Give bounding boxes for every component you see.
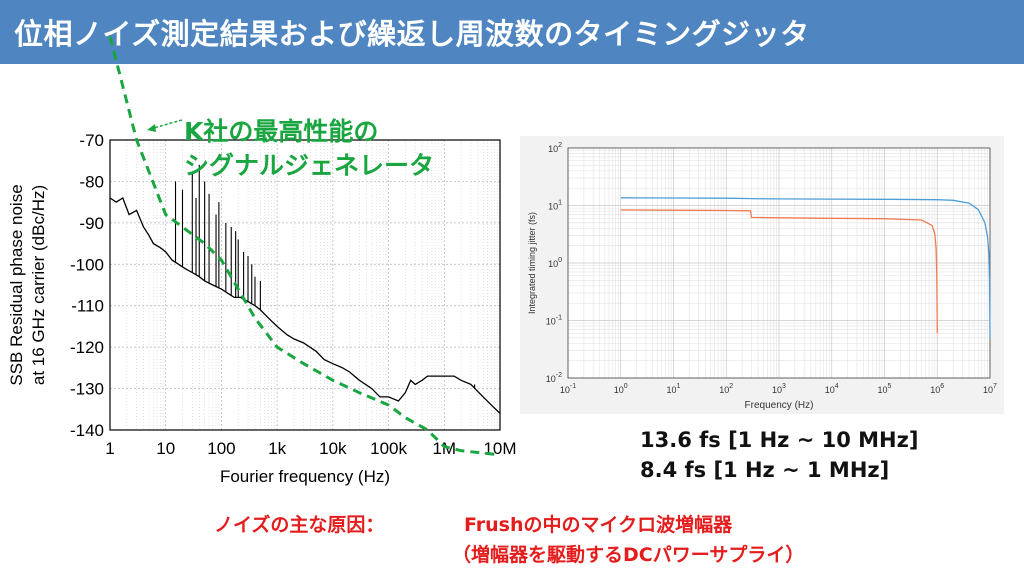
- reference-dashed-line: [108, 36, 501, 457]
- jitter-series-2-line: [620, 209, 938, 334]
- x-axis-label: Frequency (Hz): [745, 400, 814, 411]
- x-tick-label: 104: [825, 383, 839, 395]
- y-tick-label: -110: [71, 297, 104, 316]
- x-tick-label: 106: [930, 383, 944, 395]
- x-tick-label: 100: [207, 439, 235, 458]
- y-tick-label: -70: [79, 131, 104, 150]
- x-tick-label: 10-1: [560, 383, 576, 395]
- annotation-arrow-head: [147, 124, 156, 132]
- measured-noise-line: [109, 197, 501, 414]
- x-tick-label: 107: [983, 383, 997, 395]
- y-tick-label: 10-2: [546, 372, 562, 384]
- y-tick-label: 100: [548, 257, 562, 269]
- y-tick-label: -80: [79, 172, 104, 191]
- x-tick-label: 103: [772, 383, 786, 395]
- x-tick-label: 10: [156, 439, 175, 458]
- cause-text: Frushの中のマイクロ波増幅器: [464, 514, 733, 536]
- y-axis-label-line1: SSB Residual phase noise: [7, 184, 26, 385]
- annotation-line1: K社の最高性能の: [184, 117, 379, 146]
- x-tick-label: 100k: [370, 439, 407, 458]
- y-tick-label: -120: [70, 338, 104, 357]
- jitter-result-1: 13.6 fs [1 Hz ~ 10 MHz]: [640, 428, 919, 452]
- x-tick-label: 1k: [268, 439, 286, 458]
- y-tick-label: 102: [548, 142, 562, 154]
- y-tick-label: -140: [70, 421, 104, 440]
- title-bar: 位相ノイズ測定結果および繰返し周波数のタイミングジッタ: [0, 0, 1024, 64]
- x-tick-label: 102: [719, 383, 733, 395]
- y-tick-label: -90: [79, 214, 104, 233]
- jitter-series-1-line: [620, 197, 991, 338]
- phase-noise-frame: [109, 139, 501, 431]
- y-axis-label-line2: at 16 GHz carrier (dBc/Hz): [29, 185, 48, 385]
- y-tick-label: 10-1: [546, 315, 562, 327]
- y-axis-label: Integrated timing jitter (fs): [527, 212, 537, 314]
- x-tick-label: 100: [614, 383, 628, 395]
- y-tick-label: 101: [548, 200, 562, 212]
- x-tick-label: 1: [105, 439, 114, 458]
- jitter-grid: [567, 147, 991, 379]
- x-axis-label: Fourier frequency (Hz): [220, 467, 390, 486]
- x-tick-label: 10k: [319, 439, 347, 458]
- y-tick-label: -130: [70, 380, 104, 399]
- annotation-line2: シグナルジェネレータ: [184, 151, 435, 180]
- x-tick-label: 1M: [432, 439, 456, 458]
- jitter-frame: [567, 147, 991, 379]
- x-tick-label: 105: [878, 383, 892, 395]
- jitter-result-2: 8.4 fs [1 Hz ~ 1 MHz]: [640, 458, 890, 482]
- cause-label: ノイズの主な原因：: [214, 514, 385, 536]
- slide-title: 位相ノイズ測定結果および繰返し周波数のタイミングジッタ: [14, 17, 810, 51]
- y-tick-label: -100: [70, 255, 104, 274]
- cause-sub: （増幅器を駆動するDCパワーサプライ）: [452, 544, 805, 566]
- x-tick-label: 101: [667, 383, 681, 395]
